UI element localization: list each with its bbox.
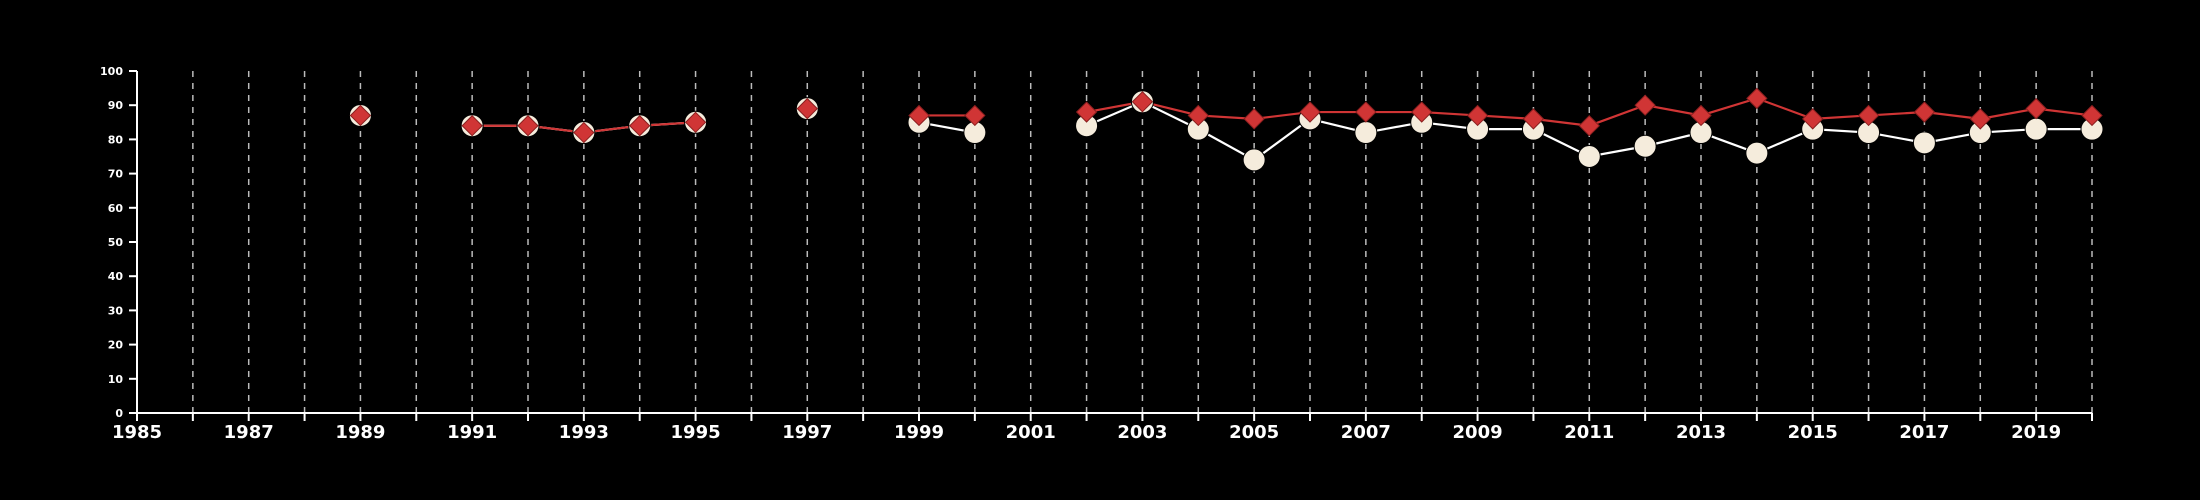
data-point <box>1802 108 1824 130</box>
x-tick-label: 1997 <box>782 422 832 443</box>
x-tick-label: 2007 <box>1341 422 1391 443</box>
y-tick-label: 50 <box>108 236 124 249</box>
data-point <box>1242 148 1266 172</box>
data-point <box>1243 108 1265 130</box>
y-tick-label: 20 <box>108 339 124 352</box>
data-point <box>517 115 539 137</box>
data-point <box>1969 108 1991 130</box>
data-point <box>1075 101 1098 123</box>
x-ticks: 1985 1987 1989 1991 1993 1995 1997 1999 2001 2003… <box>112 413 2093 443</box>
y-tick-label: 10 <box>108 373 124 386</box>
x-tick-label: 1987 <box>224 422 274 443</box>
data-point <box>1131 91 1154 113</box>
data-point <box>1912 131 1936 155</box>
data-point <box>1690 104 1712 127</box>
x-tick-label: 2013 <box>1676 422 1726 443</box>
x-tick-label: 1991 <box>447 422 497 443</box>
data-point <box>629 115 651 137</box>
data-point <box>1355 101 1377 123</box>
data-point <box>964 104 986 127</box>
x-tick-label: 1985 <box>112 422 162 443</box>
series <box>348 87 2104 172</box>
data-point <box>1634 94 1656 116</box>
x-tick-label: 1989 <box>335 422 385 443</box>
y-tick-label: 40 <box>108 270 124 283</box>
series-1-lines <box>472 97 2093 134</box>
data-point <box>1577 145 1601 168</box>
data-point <box>1187 104 1209 127</box>
y-tick-label: 60 <box>108 202 124 215</box>
y-tick-label: 90 <box>108 99 124 112</box>
series-0-markers <box>348 90 2104 172</box>
y-tick-label: 30 <box>108 304 124 317</box>
data-point <box>1411 101 1433 123</box>
y-tick-label: 80 <box>108 133 124 146</box>
y-tick-label: 0 <box>115 407 123 420</box>
y-tick-label: 100 <box>100 65 123 78</box>
x-tick-label: 2009 <box>1453 422 1503 443</box>
data-point <box>908 104 930 127</box>
x-tick-label: 1995 <box>671 422 721 443</box>
data-point <box>684 111 707 134</box>
data-point <box>1633 134 1657 158</box>
x-tick-label: 2015 <box>1788 422 1838 443</box>
data-point <box>1354 121 1378 145</box>
data-point <box>796 97 818 120</box>
x-tick-label: 2017 <box>1899 422 1949 443</box>
data-point <box>1746 87 1768 110</box>
x-tick-label: 2011 <box>1564 422 1614 443</box>
x-tick-label: 1993 <box>559 422 609 443</box>
data-point <box>1466 104 1489 127</box>
axes <box>136 71 2092 414</box>
y-tick-label: 70 <box>108 168 124 181</box>
data-point <box>461 115 483 137</box>
data-point <box>1913 101 1936 123</box>
data-point <box>349 104 372 127</box>
data-point <box>573 121 595 144</box>
data-point <box>1578 115 1600 137</box>
data-point <box>2024 117 2048 141</box>
data-point <box>2025 97 2047 120</box>
x-tick-label: 2019 <box>2011 422 2061 443</box>
series-1-markers <box>349 87 2103 144</box>
x-tick-label: 2003 <box>1117 422 1167 443</box>
series-0-lines <box>472 100 2092 162</box>
grid-lines <box>192 71 2093 413</box>
x-tick-label: 2001 <box>1006 422 1056 443</box>
data-point <box>1299 101 1321 123</box>
x-tick-label: 2005 <box>1229 422 1279 443</box>
y-ticks: 0 10 20 30 40 50 60 70 80 90 100 <box>100 65 137 420</box>
data-point <box>1745 141 1769 165</box>
data-point <box>1522 108 1545 130</box>
data-point <box>2081 104 2103 127</box>
x-tick-label: 1999 <box>894 422 944 443</box>
data-point <box>1857 104 1880 127</box>
